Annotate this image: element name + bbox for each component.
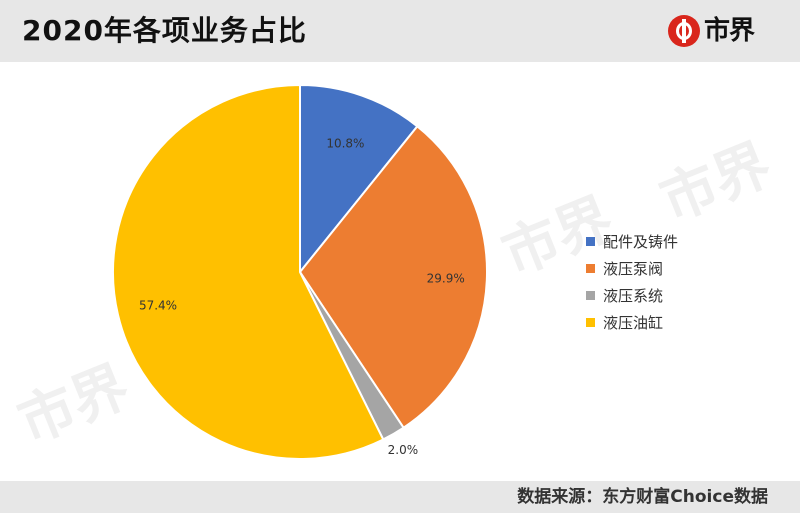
pie-slice-labels: 10.8% 29.9% 2.0% 57.4%: [139, 136, 465, 457]
chart-legend: 配件及铸件液压泵阀液压系统液压油缸: [586, 228, 678, 336]
legend-item: 配件及铸件: [586, 228, 678, 255]
source-note: 数据来源：东方财富Choice数据: [517, 487, 768, 507]
pie-chart: 10.8% 29.9% 2.0% 57.4%: [112, 83, 488, 460]
legend-swatch: [586, 318, 595, 327]
brand-logo: 市界: [668, 12, 755, 50]
page-title: 2020年各项业务占比: [22, 14, 307, 47]
legend-swatch: [586, 291, 595, 300]
legend-label: 液压系统: [603, 287, 664, 305]
legend-item: 液压系统: [586, 282, 678, 309]
legend-label: 液压油缸: [603, 314, 664, 332]
logo-text: 市界: [704, 16, 755, 46]
slice-data-label: 2.0%: [388, 443, 419, 457]
legend-swatch: [586, 237, 595, 246]
pie-slices: [112, 83, 488, 460]
footer-bar: 数据来源：东方财富Choice数据: [0, 481, 800, 513]
legend-item: 液压油缸: [586, 309, 678, 336]
legend-swatch: [586, 264, 595, 273]
header-bar: 2020年各项业务占比 市界: [0, 0, 800, 62]
pie-slice: [299, 83, 419, 275]
legend-label: 配件及铸件: [603, 233, 679, 251]
legend-item: 液压泵阀: [586, 255, 678, 282]
pie-slice: [298, 124, 488, 430]
slice-data-label: 10.8%: [326, 136, 364, 150]
slice-data-label: 57.4%: [139, 298, 177, 312]
pie-slice: [112, 83, 385, 460]
logo-icon: [668, 15, 700, 47]
legend-label: 液压泵阀: [603, 260, 664, 278]
slice-data-label: 29.9%: [427, 272, 465, 286]
